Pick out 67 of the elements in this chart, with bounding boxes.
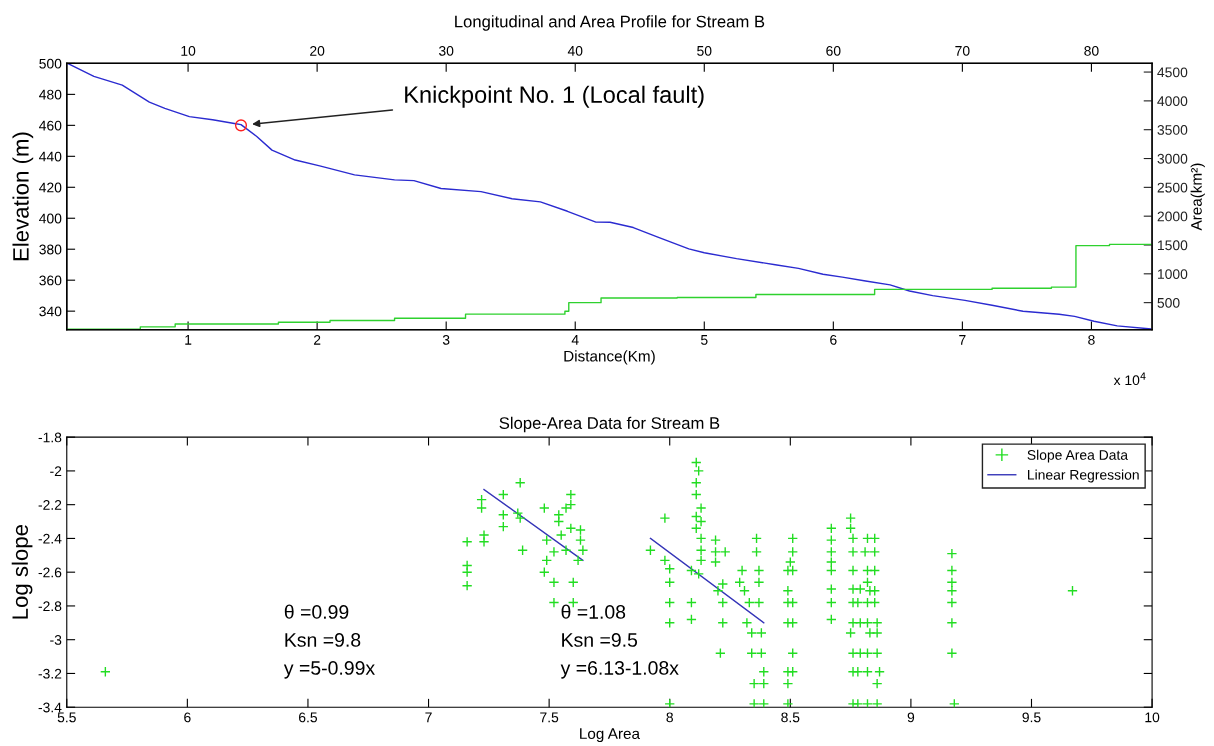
x2-tick-label: 70 bbox=[955, 45, 970, 56]
y-tick-label: -2.2 bbox=[38, 500, 62, 510]
x-tick-label: 5.5 bbox=[57, 712, 76, 723]
y2-tick-label: 500 bbox=[1157, 297, 1180, 308]
x2-tick-label: 60 bbox=[826, 45, 841, 56]
annotation: θ =1.08 Ksn =9.5 y =6.13-1.08x bbox=[560, 604, 679, 679]
legend-label: Slope Area Data bbox=[1027, 449, 1129, 463]
y-tick-label: -1.8 bbox=[38, 432, 62, 443]
x-tick-label: 1 bbox=[185, 335, 192, 345]
y-tick-label: -2 bbox=[50, 466, 62, 476]
x-tick-label: 4 bbox=[571, 335, 579, 345]
y-tick-label: -3 bbox=[50, 635, 62, 645]
x-tick-label: 6 bbox=[830, 334, 837, 345]
x-tick-label: 9.5 bbox=[1022, 712, 1041, 723]
y2-tick-label: 3000 bbox=[1157, 153, 1188, 164]
legend-label: Linear Regression bbox=[1028, 469, 1139, 483]
chart-title: Slope-Area Data for Stream B bbox=[499, 416, 720, 433]
text: x 10$^{4}$ bbox=[1113, 372, 1146, 386]
x-tick-label: 3 bbox=[442, 334, 450, 345]
y2-tick-label: 1000 bbox=[1158, 269, 1188, 279]
y2-axis-title: Area(km²) bbox=[1190, 163, 1205, 231]
x-tick-label: 6 bbox=[184, 712, 191, 723]
y-tick-label: 400 bbox=[39, 213, 62, 224]
x-tick-label: 10 bbox=[1145, 712, 1160, 723]
x-tick-label: 8 bbox=[666, 712, 673, 723]
y2-tick-label: 1500 bbox=[1158, 240, 1188, 251]
y2-tick-label: 4500 bbox=[1157, 67, 1188, 78]
y2-tick-label: 4000 bbox=[1157, 96, 1188, 107]
y-tick-label: 460 bbox=[39, 120, 62, 131]
x-axis-title: Distance(Km) bbox=[564, 350, 655, 365]
x-tick-label: 7.5 bbox=[540, 712, 559, 723]
y-tick-label: 440 bbox=[39, 151, 62, 162]
y-tick-label: -2.6 bbox=[38, 567, 62, 578]
annotation: θ =0.99 Ksn =9.8 y =5-0.99x bbox=[283, 604, 375, 679]
line-series bbox=[66, 63, 1152, 330]
y-tick-label: -2.8 bbox=[38, 601, 62, 612]
y-axis-title: Elevation (m) bbox=[12, 132, 34, 261]
x2-tick-label: 10 bbox=[181, 45, 196, 56]
x-tick-label: 7 bbox=[425, 712, 432, 723]
y-tick-label: 420 bbox=[39, 182, 62, 193]
y-tick-label: 340 bbox=[39, 306, 62, 317]
x2-tick-label: 50 bbox=[697, 45, 712, 56]
annotation: Knickpoint No. 1 (Local fault) bbox=[405, 85, 704, 108]
x2-tick-label: 20 bbox=[310, 45, 325, 56]
y-tick-label: 380 bbox=[39, 244, 62, 255]
x-tick-label: 5 bbox=[700, 335, 708, 345]
y-tick-label: 360 bbox=[39, 275, 62, 286]
x2-tick-label: 40 bbox=[567, 45, 583, 56]
chart-title: Longitudinal and Area Profile for Stream B bbox=[455, 15, 765, 31]
x-tick-label: 6.5 bbox=[299, 712, 318, 723]
x-tick-label: 2 bbox=[313, 334, 321, 345]
x-tick-label: 8 bbox=[1088, 334, 1095, 345]
y-tick-label: -2.4 bbox=[38, 533, 62, 544]
y2-tick-label: 2500 bbox=[1157, 182, 1188, 193]
y2-tick-label: 3500 bbox=[1157, 125, 1188, 135]
x-tick-label: 9 bbox=[907, 712, 915, 723]
y-axis-title: Log slope bbox=[11, 524, 33, 619]
x-axis-title: Log Area bbox=[580, 728, 641, 743]
x2-tick-label: 30 bbox=[438, 45, 454, 56]
y-tick-label: 480 bbox=[39, 89, 62, 100]
x-tick-label: 7 bbox=[959, 335, 966, 345]
y-tick-label: 500 bbox=[39, 58, 62, 69]
x-tick-label: 8.5 bbox=[781, 712, 800, 723]
y-tick-label: -3.2 bbox=[38, 668, 62, 679]
x2-tick-label: 80 bbox=[1084, 45, 1099, 56]
y-tick-label: -3.4 bbox=[38, 702, 62, 713]
y2-tick-label: 2000 bbox=[1157, 211, 1188, 222]
